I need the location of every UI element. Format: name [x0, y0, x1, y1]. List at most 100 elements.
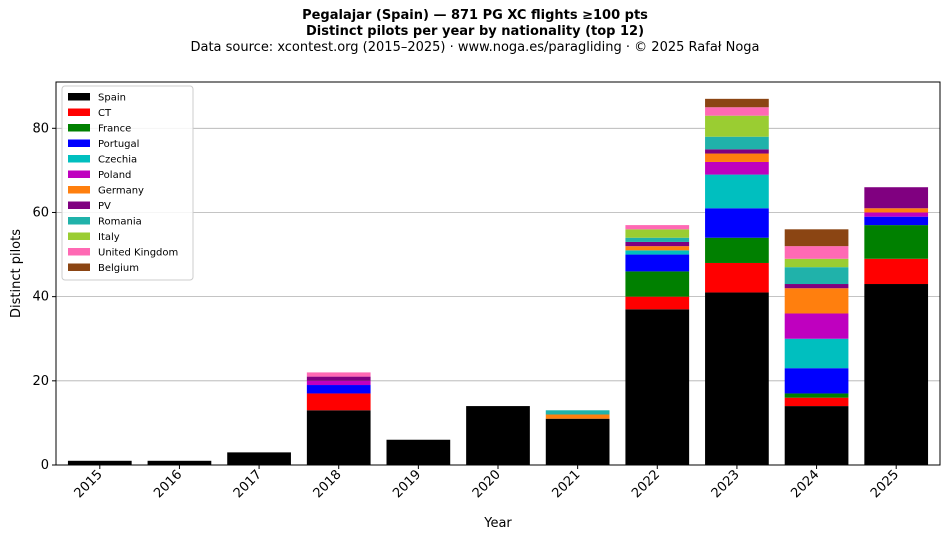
- legend-label: Romania: [98, 217, 142, 228]
- bar-segment-germany-2023: [705, 153, 769, 162]
- bar-segment-romania-2024: [784, 267, 849, 285]
- legend-label: PV: [98, 201, 111, 212]
- bar-segment-spain-2016: [147, 460, 212, 465]
- x-tick-label: 2018: [311, 467, 345, 501]
- bar-segment-germany-2024: [784, 288, 849, 314]
- bar-segment-portugal-2024: [784, 368, 849, 394]
- bar-segment-united-kingdom-2023: [705, 107, 769, 116]
- bar-segment-poland-2024: [784, 313, 849, 339]
- bar-segment-spain-2019: [386, 439, 451, 465]
- y-tick-label: 0: [41, 458, 49, 473]
- y-tick-label: 60: [32, 205, 49, 220]
- x-tick-label: 2020: [470, 467, 504, 501]
- legend-label: France: [98, 124, 131, 135]
- bar-segment-spain-2023: [705, 292, 769, 465]
- bar-segment-belgium-2024: [784, 229, 849, 247]
- chart-subtitle: Distinct pilots per year by nationality …: [305, 24, 645, 39]
- bar-segment-spain-2022: [625, 309, 690, 465]
- x-axis-label: Year: [483, 516, 512, 531]
- bar-segment-germany-2025: [864, 208, 929, 213]
- y-tick-label: 20: [32, 374, 49, 389]
- bar-segment-ct-2022: [625, 296, 690, 310]
- bar-segment-spain-2020: [466, 406, 530, 465]
- legend-label: Poland: [98, 170, 131, 181]
- legend-swatch-united-kingdom: [68, 248, 90, 256]
- bar-segment-spain-2024: [784, 406, 849, 465]
- legend-label: CT: [98, 108, 112, 119]
- bar-segment-poland-2023: [705, 161, 769, 175]
- legend-swatch-germany: [68, 186, 90, 194]
- legend-swatch-portugal: [68, 139, 90, 147]
- legend-box: [61, 85, 194, 281]
- bar-segment-czechia-2024: [784, 338, 849, 369]
- x-tick-label: 2025: [868, 467, 902, 501]
- bar-segment-czechia-2023: [705, 174, 769, 209]
- bar-segment-ct-2023: [705, 262, 769, 293]
- legend-swatch-italy: [68, 232, 90, 240]
- legend-swatch-czechia: [68, 155, 90, 163]
- bar-segment-ct-2018: [306, 393, 371, 411]
- bar-segment-portugal-2023: [705, 208, 769, 238]
- bar-segment-portugal-2018: [306, 385, 371, 394]
- bar-segment-france-2024: [784, 393, 849, 398]
- legend-swatch-poland: [68, 170, 90, 178]
- x-tick-label: 2017: [231, 467, 265, 501]
- legend-label: United Kingdom: [98, 248, 178, 259]
- bar-segment-pv-2023: [705, 149, 769, 154]
- bar-segment-germany-2022: [625, 246, 690, 251]
- legend-label: Spain: [98, 93, 126, 104]
- bar-segment-ct-2025: [864, 258, 929, 285]
- y-axis-label: Distinct pilots: [9, 229, 24, 318]
- legend-label: Italy: [98, 232, 120, 243]
- bar-segment-romania-2022: [625, 237, 690, 242]
- bar-segment-pv-2025: [864, 187, 929, 209]
- chart-title: Pegalajar (Spain) — 871 PG XC flights ≥1…: [302, 8, 648, 23]
- bar-segment-belgium-2023: [705, 98, 769, 108]
- bar-segment-portugal-2025: [864, 216, 929, 226]
- legend-swatch-romania: [68, 217, 90, 225]
- bar-segment-poland-2025: [864, 212, 929, 217]
- chart-source: Data source: xcontest.org (2015–2025) · …: [190, 40, 760, 55]
- bar-segment-italy-2023: [705, 115, 769, 137]
- legend-label: Germany: [98, 186, 144, 197]
- bar-segment-portugal-2022: [625, 254, 690, 272]
- bar-segment-poland-2018: [306, 380, 371, 386]
- bar-segment-spain-2021: [545, 418, 610, 465]
- legend-swatch-spain: [68, 93, 90, 101]
- x-tick-label: 2021: [549, 467, 583, 501]
- bar-segment-romania-2021: [545, 410, 610, 415]
- bar-segment-united-kingdom-2018: [306, 372, 371, 377]
- legend-label: Czechia: [98, 155, 137, 166]
- chart-title-block: Pegalajar (Spain) — 871 PG XC flights ≥1…: [0, 8, 950, 56]
- bar-segment-pv-2018: [306, 376, 371, 381]
- legend-swatch-pv: [68, 201, 90, 209]
- x-tick-label: 2023: [709, 467, 743, 501]
- bar-segment-pv-2022: [625, 241, 690, 247]
- bar-segment-germany-2021: [545, 414, 610, 419]
- bar-segment-france-2025: [864, 225, 929, 259]
- bar-segment-spain-2018: [306, 410, 371, 465]
- bar-segment-italy-2024: [784, 258, 849, 268]
- legend-swatch-ct: [68, 108, 90, 116]
- bar-segment-france-2022: [625, 271, 690, 297]
- bar-segment-united-kingdom-2022: [625, 225, 690, 230]
- legend-swatch-belgium: [68, 263, 90, 271]
- x-tick-label: 2016: [151, 467, 185, 501]
- bar-segment-romania-2023: [705, 136, 769, 150]
- x-tick-label: 2024: [788, 467, 822, 501]
- y-tick-label: 80: [32, 121, 49, 136]
- bar-segment-united-kingdom-2024: [784, 246, 849, 259]
- bar-segment-czechia-2022: [625, 250, 690, 255]
- bar-segment-spain-2025: [864, 284, 929, 465]
- bar-segment-pv-2024: [784, 284, 849, 289]
- legend-swatch-france: [68, 124, 90, 132]
- legend-label: Belgium: [98, 263, 139, 274]
- x-tick-label: 2019: [390, 467, 424, 501]
- y-tick-label: 40: [32, 290, 49, 305]
- bar-segment-spain-2017: [227, 452, 291, 465]
- bar-segment-italy-2022: [625, 229, 690, 238]
- legend-label: Portugal: [98, 139, 139, 150]
- bar-segment-spain-2015: [67, 460, 132, 465]
- x-tick-label: 2022: [629, 467, 663, 501]
